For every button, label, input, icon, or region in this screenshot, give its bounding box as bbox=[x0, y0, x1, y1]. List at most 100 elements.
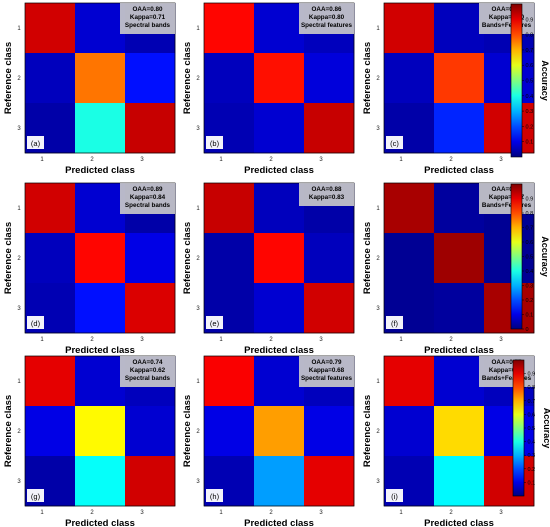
panel-8: 1 2 3 1 2 3 Predicted class Reference class (i) O… bbox=[362, 355, 535, 527]
colorbar-tick-label: 0.4 bbox=[528, 440, 536, 446]
colorbar-tick-label: 0.9 bbox=[526, 17, 534, 23]
y-tick-label: 1 bbox=[17, 206, 21, 212]
x-tick-label: 1 bbox=[399, 337, 403, 343]
annotation-box bbox=[120, 183, 175, 214]
annotation-box bbox=[120, 356, 175, 387]
panel-letter-box bbox=[27, 316, 44, 329]
plot-frame bbox=[383, 355, 535, 507]
annotation-text: Kappa=0.80 bbox=[309, 14, 345, 21]
colorbar-tick-label: 0.9 bbox=[528, 372, 536, 378]
y-tick-label: 2 bbox=[196, 429, 200, 435]
y-axis-label: Reference class bbox=[3, 222, 14, 294]
annotation-box bbox=[479, 183, 534, 214]
colorbar-gradient bbox=[510, 183, 523, 330]
heatmap-cell bbox=[204, 183, 255, 234]
heatmap-cell bbox=[75, 406, 126, 457]
plot-frame bbox=[383, 2, 535, 154]
plot-frame bbox=[203, 2, 355, 154]
colorbar-tick-label: 0.6 bbox=[526, 240, 534, 246]
y-tick-label: 3 bbox=[376, 306, 380, 312]
y-axis-label: Reference class bbox=[182, 395, 193, 467]
y-axis-label: Reference class bbox=[362, 395, 373, 467]
x-axis-label: Predicted class bbox=[65, 518, 135, 527]
x-tick-label: 2 bbox=[90, 157, 94, 163]
y-tick-label: 2 bbox=[17, 76, 21, 82]
colorbar-label: Accuracy bbox=[540, 60, 550, 101]
x-tick-label: 2 bbox=[90, 337, 94, 343]
colorbar-tick-label: 0.6 bbox=[528, 412, 536, 418]
x-tick-label: 2 bbox=[269, 337, 273, 343]
panel-letter: (h) bbox=[210, 492, 220, 501]
heatmap-cell bbox=[434, 406, 485, 457]
colorbar-tick-label: 0 bbox=[526, 327, 529, 333]
colorbar-0: 0.1 0.2 0.3 0.4 0.5 0.6 0.7 0.8 0.9 Accuracy bbox=[510, 3, 550, 158]
colorbar-tick-label: 0.1 bbox=[526, 140, 534, 146]
heatmap-cell bbox=[25, 406, 76, 457]
heatmap-cell bbox=[384, 3, 435, 54]
heatmap-cell bbox=[75, 233, 126, 284]
colorbar-tick-label: 0.1 bbox=[528, 480, 536, 486]
y-tick-label: 3 bbox=[196, 479, 200, 485]
plot-frame bbox=[383, 182, 535, 334]
heatmap-cell bbox=[125, 233, 176, 284]
colorbar-tick-label: 0.8 bbox=[526, 33, 534, 39]
colorbar-gradient bbox=[510, 3, 523, 158]
annotation-text: OAA=0.86 bbox=[492, 6, 522, 13]
y-tick-label: 2 bbox=[376, 429, 380, 435]
x-axis-label: Predicted class bbox=[424, 165, 494, 176]
heatmap-cell bbox=[75, 456, 126, 507]
heatmap-cell bbox=[304, 456, 355, 507]
annotation-text: Kappa=0.65 bbox=[489, 367, 525, 374]
colorbar-tick-label: 0.7 bbox=[528, 399, 536, 405]
annotation-text: OAA=0.88 bbox=[312, 186, 342, 193]
colorbar-tick-label: 0.7 bbox=[526, 226, 534, 232]
heatmap-cell bbox=[384, 233, 435, 284]
y-tick-label: 1 bbox=[376, 379, 380, 385]
colorbar-tick-label: 0.5 bbox=[526, 255, 534, 261]
colorbar-tick-label: 0.5 bbox=[526, 79, 534, 85]
x-tick-label: 3 bbox=[140, 337, 144, 343]
x-tick-label: 2 bbox=[449, 337, 453, 343]
annotation-text: OAA=0.98 bbox=[492, 186, 522, 193]
panel-letter: (e) bbox=[210, 319, 220, 328]
panel-letter-box bbox=[386, 489, 403, 502]
panel-letter-box bbox=[386, 316, 403, 329]
y-tick-label: 3 bbox=[17, 479, 21, 485]
y-tick-label: 1 bbox=[196, 379, 200, 385]
heatmap-cell bbox=[384, 406, 435, 457]
x-axis-label: Predicted class bbox=[424, 345, 494, 356]
y-tick-label: 2 bbox=[376, 76, 380, 82]
x-axis-label: Predicted class bbox=[65, 345, 135, 356]
y-tick-label: 1 bbox=[17, 379, 21, 385]
heatmap-cell bbox=[434, 183, 485, 234]
x-tick-label: 1 bbox=[40, 337, 44, 343]
colorbar-tick-label: 0.3 bbox=[526, 109, 534, 115]
x-tick-label: 1 bbox=[399, 157, 403, 163]
x-tick-label: 3 bbox=[319, 157, 323, 163]
y-tick-label: 1 bbox=[17, 26, 21, 32]
annotation-box bbox=[479, 3, 534, 34]
x-axis-label: Predicted class bbox=[244, 165, 314, 176]
annotation-text: Kappa=0.97 bbox=[489, 194, 525, 201]
x-tick-label: 3 bbox=[499, 337, 503, 343]
plot-frame bbox=[203, 182, 355, 334]
y-tick-label: 1 bbox=[376, 206, 380, 212]
panel-4: 1 2 3 1 2 3 Predicted class Reference class (e) O… bbox=[182, 182, 355, 356]
heatmap-cell bbox=[254, 356, 305, 407]
y-tick-label: 2 bbox=[376, 256, 380, 262]
heatmap-cell bbox=[254, 456, 305, 507]
annotation-text: Spectral bands bbox=[125, 375, 171, 382]
annotation-text: Spectral bands bbox=[125, 202, 171, 209]
heatmap-cell bbox=[484, 53, 535, 104]
x-tick-label: 1 bbox=[40, 510, 44, 516]
x-tick-label: 2 bbox=[269, 510, 273, 516]
heatmap-cell bbox=[304, 233, 355, 284]
heatmap-cell bbox=[75, 283, 126, 334]
heatmap-cell bbox=[254, 283, 305, 334]
heatmap-cell bbox=[125, 406, 176, 457]
heatmap-cell bbox=[125, 283, 176, 334]
y-tick-label: 3 bbox=[17, 126, 21, 132]
plot-frame bbox=[24, 182, 176, 334]
x-tick-label: 3 bbox=[499, 510, 503, 516]
